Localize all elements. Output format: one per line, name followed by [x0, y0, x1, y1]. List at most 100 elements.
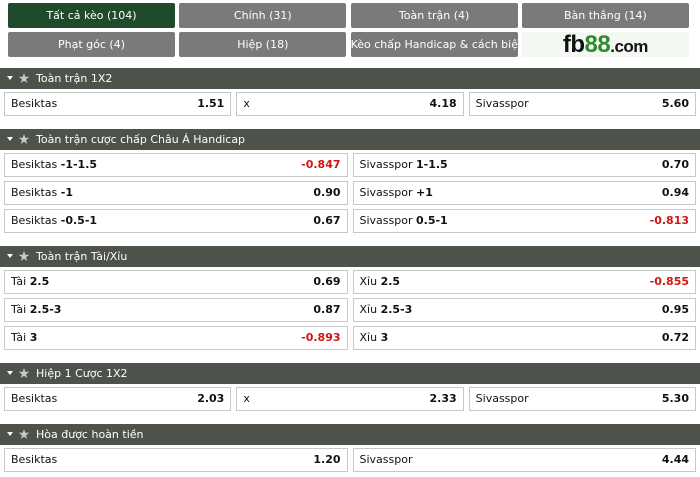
odds: -0.893	[301, 331, 341, 344]
odds: 0.87	[313, 303, 341, 316]
selection: x	[243, 97, 250, 110]
odds-cell[interactable]: x 4.18	[236, 92, 464, 116]
section-title: Hòa được hoàn tiền	[36, 428, 144, 441]
selection: Xỉu	[359, 275, 378, 288]
odds: 2.33	[429, 392, 457, 405]
odds: 5.30	[661, 392, 689, 405]
selection: Sivasspor	[359, 214, 413, 227]
filter-tab[interactable]: Bàn thắng (14)	[521, 3, 689, 28]
section-header[interactable]: Hòa được hoàn tiền	[0, 424, 700, 445]
header-icons	[7, 368, 30, 378]
selection: Sivasspor	[475, 97, 529, 110]
selection: Besiktas	[11, 158, 58, 171]
odds: 0.95	[661, 303, 689, 316]
odds: 0.70	[661, 158, 689, 171]
odds: -0.813	[649, 214, 689, 227]
line: -0.5-1	[60, 214, 98, 227]
selection: Besiktas	[11, 214, 58, 227]
odds: 0.90	[313, 186, 341, 199]
odds: 0.94	[661, 186, 689, 199]
odds: -0.847	[301, 158, 341, 171]
line: 2.5-3	[380, 303, 413, 316]
line: 0.5-1	[416, 214, 448, 227]
odds-cell[interactable]: Sivasspor 5.60	[468, 92, 696, 116]
line: 2.5	[29, 275, 50, 288]
section-title: Toàn trận 1X2	[36, 72, 113, 85]
odds-cell[interactable]: Sivasspor 1-1.5 0.70	[352, 153, 696, 177]
selection: Sivasspor	[359, 453, 413, 466]
section-header[interactable]: Toàn trận 1X2	[0, 68, 700, 89]
selection: Besiktas	[11, 186, 58, 199]
odds-cell[interactable]: Xỉu 2.5-3 0.95	[352, 298, 696, 322]
odds-cell[interactable]: Sivasspor 4.44	[352, 448, 696, 472]
odds-cell[interactable]: Besiktas 1.51	[4, 92, 232, 116]
odds: 5.60	[661, 97, 689, 110]
odds: 0.69	[313, 275, 341, 288]
odds-cell[interactable]: Besiktas -1-1.5 -0.847	[4, 153, 348, 177]
logo: fb88.com	[521, 31, 689, 58]
section-header[interactable]: Hiệp 1 Cược 1X2	[0, 363, 700, 384]
selection: x	[243, 392, 250, 405]
odds: -0.855	[649, 275, 689, 288]
filter-tab[interactable]: Toàn trận (4)	[350, 3, 518, 28]
odds-cell[interactable]: Sivasspor +1 0.94	[352, 181, 696, 205]
header-icons	[7, 429, 30, 439]
section-title: Toàn trận Tài/Xỉu	[36, 250, 128, 263]
selection: Besiktas	[11, 97, 58, 110]
selection: Sivasspor	[359, 186, 413, 199]
logo-part: .com	[610, 37, 648, 56]
line: 3	[29, 331, 38, 344]
odds: 1.20	[313, 453, 341, 466]
odds: 4.44	[661, 453, 689, 466]
logo-part: 88	[584, 31, 611, 58]
odds-cell[interactable]: Xỉu 3 0.72	[352, 326, 696, 350]
line: -1-1.5	[60, 158, 98, 171]
odds-cell[interactable]: Tài 2.5-3 0.87	[4, 298, 348, 322]
section-header[interactable]: Toàn trận cược chấp Châu Á Handicap	[0, 129, 700, 150]
line: -1	[60, 186, 73, 199]
filter-tab[interactable]: Hiệp (18)	[179, 32, 347, 57]
odds-cell[interactable]: x 2.33	[236, 387, 464, 411]
selection: Xỉu	[359, 331, 378, 344]
header-icons	[7, 251, 30, 261]
selection: Tài	[11, 331, 27, 344]
line: 3	[380, 331, 389, 344]
odds-cell[interactable]: Sivasspor 5.30	[468, 387, 696, 411]
selection: Xỉu	[359, 303, 378, 316]
odds-cell[interactable]: Tài 2.5 0.69	[4, 270, 348, 294]
odds-cell[interactable]: Besiktas -1 0.90	[4, 181, 348, 205]
odds-cell[interactable]: Tài 3 -0.893	[4, 326, 348, 350]
odds: 4.18	[429, 97, 457, 110]
odds-cell[interactable]: Xỉu 2.5 -0.855	[352, 270, 696, 294]
header-icons	[7, 73, 30, 83]
line: 2.5-3	[29, 303, 62, 316]
selection: Tài	[11, 303, 27, 316]
filter-tab[interactable]: Phạt góc (4)	[8, 32, 175, 57]
line: 1-1.5	[416, 158, 448, 171]
logo-part: fb	[562, 31, 585, 58]
odds: 0.67	[313, 214, 341, 227]
odds: 2.03	[197, 392, 225, 405]
selection: Sivasspor	[475, 392, 529, 405]
odds: 1.51	[197, 97, 225, 110]
section-title: Hiệp 1 Cược 1X2	[36, 367, 128, 380]
header-icons	[7, 134, 30, 144]
selection: Besiktas	[11, 392, 58, 405]
line: 2.5	[380, 275, 401, 288]
selection: Tài	[11, 275, 27, 288]
odds-cell[interactable]: Besiktas 1.20	[4, 448, 348, 472]
section-title: Toàn trận cược chấp Châu Á Handicap	[36, 133, 246, 146]
filter-tab[interactable]: Chính (31)	[179, 3, 347, 28]
line: +1	[416, 186, 433, 199]
filter-tab[interactable]: Kèo chấp Handicap & cách biệt (3)	[350, 32, 518, 57]
section-header[interactable]: Toàn trận Tài/Xỉu	[0, 246, 700, 267]
odds-cell[interactable]: Sivasspor 0.5-1 -0.813	[352, 209, 696, 233]
odds-cell[interactable]: Besiktas 2.03	[4, 387, 232, 411]
odds-cell[interactable]: Besiktas -0.5-1 0.67	[4, 209, 348, 233]
selection: Besiktas	[11, 453, 58, 466]
filter-tab[interactable]: Tất cả kèo (104)	[8, 3, 175, 28]
selection: Sivasspor	[359, 158, 413, 171]
odds: 0.72	[661, 331, 689, 344]
